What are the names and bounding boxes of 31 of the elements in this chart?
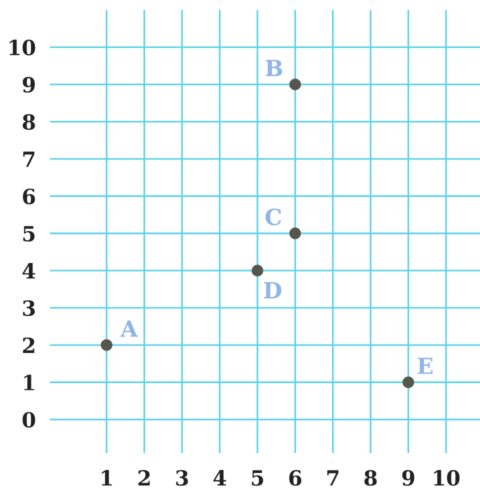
x-tick-label: 3 xyxy=(176,470,188,486)
x-tick-label: 1 xyxy=(102,470,112,486)
point xyxy=(252,264,264,276)
point xyxy=(289,228,301,240)
y-tick-label: 5 xyxy=(23,226,35,242)
y-tick-label: 7 xyxy=(23,152,34,167)
y-tick-label: 9 xyxy=(22,76,35,93)
annotation: E xyxy=(418,358,432,374)
y-tick-label: 1 xyxy=(24,374,34,390)
point xyxy=(289,78,301,90)
annotation: D xyxy=(264,282,282,298)
y-tick-label: 3 xyxy=(23,300,35,316)
x-tick-label: 4 xyxy=(213,470,226,486)
y-tick-label: 2 xyxy=(23,337,34,353)
annotation: B xyxy=(266,60,282,76)
y-tick-label: 10 xyxy=(10,40,36,56)
y-tick-label: 0 xyxy=(22,412,36,428)
x-tick-label: 9 xyxy=(402,470,414,486)
x-tick-label: 2 xyxy=(138,470,150,486)
point xyxy=(402,376,414,388)
y-tick-label: 4 xyxy=(22,263,36,279)
x-tick-label: 10 xyxy=(434,470,460,486)
x-tick-label: 5 xyxy=(252,470,264,486)
x-tick-label: 8 xyxy=(364,470,377,486)
x-tick-label: 6 xyxy=(289,470,302,486)
y-tick-label: 8 xyxy=(22,114,35,130)
y-tick-label: 6 xyxy=(22,188,35,204)
annotation: A xyxy=(120,320,138,337)
x-tick-label: 7 xyxy=(327,470,338,486)
annotation: C xyxy=(266,208,282,226)
point xyxy=(100,339,112,351)
